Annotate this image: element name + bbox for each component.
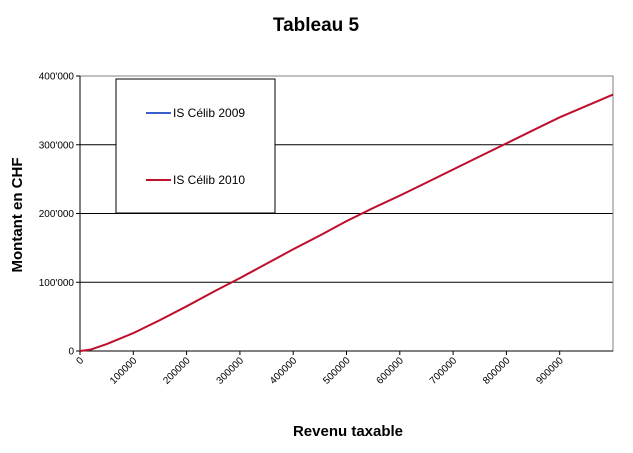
legend-label: IS Célib 2009 [173, 106, 245, 120]
legend-label: IS Célib 2010 [173, 173, 245, 187]
x-tick-label: 100000 [108, 355, 140, 387]
legend: IS Célib 2009 IS Célib 2010 [115, 78, 276, 214]
x-tick-label: 800000 [481, 355, 513, 387]
y-tick-label: 0 [68, 347, 74, 358]
x-tick-label: 0 [74, 355, 86, 367]
x-tick-label: 400000 [268, 355, 300, 387]
x-tick-label: 700000 [428, 355, 460, 387]
chart-title: Tableau 5 [273, 15, 360, 36]
y-tick-label: 300'000 [39, 140, 75, 151]
series-group [79, 93, 614, 352]
legend-box [115, 78, 276, 214]
x-axis-title: Revenu taxable [293, 423, 403, 440]
y-tick-label: 400'000 [39, 72, 75, 83]
x-tick-label: 500000 [321, 355, 353, 387]
y-tick-label: 100'000 [39, 278, 75, 289]
x-tick-label: 300000 [215, 355, 247, 387]
y-tick-label: 200'000 [39, 209, 75, 220]
x-tick-label: 900000 [534, 355, 566, 387]
y-axis-title: Montant en CHF [9, 158, 26, 273]
x-tick-label: 200000 [161, 355, 193, 387]
x-tick-label: 600000 [375, 355, 407, 387]
series-line [79, 93, 614, 352]
